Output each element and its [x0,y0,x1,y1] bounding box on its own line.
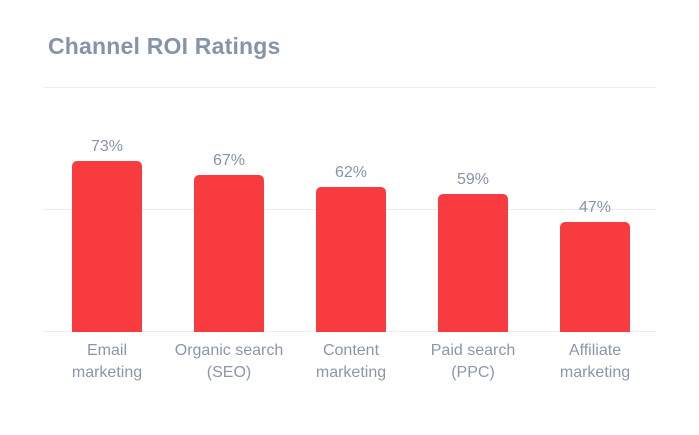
category-label: Email marketing [71,342,143,381]
bar-chart-plot-area: 73% 67% 62% 59% 47% [43,87,656,332]
bar-value-label: 62% [334,164,368,181]
bar [560,222,630,332]
chart-title: Channel ROI Ratings [48,33,281,59]
bars-row: 73% 67% 62% 59% 47% [46,87,656,332]
bar-value-label: 67% [212,152,246,169]
bar-value-label: 47% [578,199,612,216]
category-label: Paid search (PPC) [430,342,516,381]
bar-column: 67% [168,151,290,332]
category-label: Organic search (SEO) [174,342,284,381]
gridline [43,87,656,88]
bar [72,161,142,332]
bar [194,175,264,332]
bar [438,194,508,332]
bar-value-label: 59% [456,171,490,188]
bar-column: 59% [412,170,534,332]
bar-column: 73% [46,137,168,332]
bar [316,187,386,332]
category-label: Content marketing [315,342,387,381]
bar-column: 62% [290,163,412,332]
bar-value-label: 73% [90,138,124,155]
bar-column: 47% [534,198,656,332]
category-axis: Email marketing Organic search (SEO) Conte… [46,340,656,384]
category-label: Affiliate marketing [559,342,631,381]
